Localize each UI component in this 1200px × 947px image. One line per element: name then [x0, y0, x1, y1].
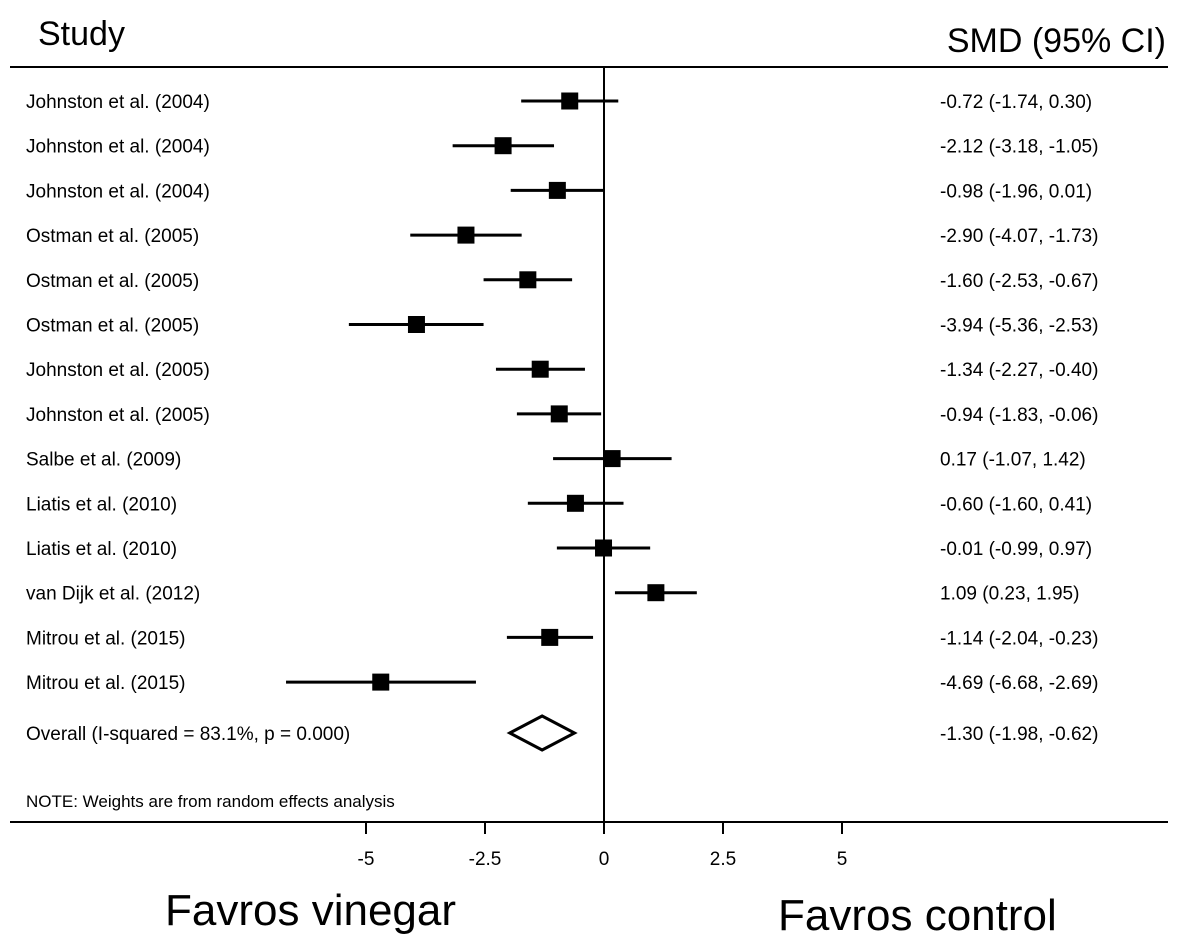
ci-text: -2.12 (-3.18, -1.05) — [940, 137, 1098, 158]
effect-column-header: SMD (95% CI) — [947, 22, 1166, 60]
point-estimate-square — [550, 405, 568, 423]
study-label: Ostman et al. (2005) — [26, 316, 199, 337]
point-estimate-square — [548, 181, 566, 199]
ci-text: -0.72 (-1.74, 0.30) — [940, 92, 1092, 113]
study-label: Salbe et al. (2009) — [26, 450, 181, 471]
favors-vinegar-label: Favros vinegar — [165, 886, 456, 935]
point-estimate-square — [603, 450, 621, 468]
overall-row: Overall (I-squared = 83.1%, p = 0.000) -… — [26, 714, 1098, 752]
point-estimate-square — [457, 226, 475, 244]
study-label: van Dijk et al. (2012) — [26, 584, 200, 605]
ci-text: -3.94 (-5.36, -2.53) — [940, 316, 1098, 337]
study-label: Ostman et al. (2005) — [26, 271, 199, 292]
study-label: Johnston et al. (2005) — [26, 360, 210, 381]
x-tick-label: 0 — [599, 849, 610, 870]
weights-note: NOTE: Weights are from random effects an… — [26, 792, 395, 811]
point-estimate-square — [541, 628, 559, 646]
ci-text: -4.69 (-6.68, -2.69) — [940, 673, 1098, 694]
study-label: Ostman et al. (2005) — [26, 226, 199, 247]
overall-diamond — [506, 714, 578, 752]
x-tick-label: -5 — [358, 849, 375, 870]
study-label: Johnston et al. (2004) — [26, 181, 210, 202]
study-label: Johnston et al. (2005) — [26, 405, 210, 426]
point-estimate-square — [595, 539, 613, 557]
point-estimate-square — [561, 92, 579, 110]
ci-text: -1.14 (-2.04, -0.23) — [940, 628, 1098, 649]
point-estimate-square — [647, 584, 665, 602]
study-column-header: Study — [38, 15, 125, 53]
study-rows: Johnston et al. (2004) -0.72 (-1.74, 0.30… — [26, 92, 1098, 694]
ci-text: -1.34 (-2.27, -0.40) — [940, 360, 1098, 381]
point-estimate-square — [372, 673, 390, 691]
study-label: Liatis et al. (2010) — [26, 494, 177, 515]
point-estimate-square — [566, 494, 584, 512]
point-estimate-square — [531, 360, 549, 378]
study-label: Liatis et al. (2010) — [26, 539, 177, 560]
x-tick-label: 5 — [837, 849, 848, 870]
study-label: Mitrou et al. (2015) — [26, 673, 185, 694]
study-label: Johnston et al. (2004) — [26, 137, 210, 158]
overall-label: Overall (I-squared = 83.1%, p = 0.000) — [26, 724, 350, 745]
favors-control-label: Favros control — [778, 891, 1057, 940]
point-estimate-square — [519, 271, 537, 289]
ci-text: -0.01 (-0.99, 0.97) — [940, 539, 1092, 560]
ci-text: 1.09 (0.23, 1.95) — [940, 584, 1079, 605]
study-label: Johnston et al. (2004) — [26, 92, 210, 113]
point-estimate-square — [494, 137, 512, 155]
ci-text: 0.17 (-1.07, 1.42) — [940, 450, 1086, 471]
ci-text: -1.60 (-2.53, -0.67) — [940, 271, 1098, 292]
ci-text: -0.98 (-1.96, 0.01) — [940, 181, 1092, 202]
ci-text: -2.90 (-4.07, -1.73) — [940, 226, 1098, 247]
overall-ci-text: -1.30 (-1.98, -0.62) — [940, 724, 1098, 745]
x-axis-ticks: -5 -2.5 0 2.5 5 — [358, 822, 848, 870]
study-label: Mitrou et al. (2015) — [26, 628, 185, 649]
x-tick-label: 2.5 — [710, 849, 736, 870]
point-estimate-square — [407, 316, 425, 333]
x-tick-label: -2.5 — [469, 849, 502, 870]
ci-text: -0.94 (-1.83, -0.06) — [940, 405, 1098, 426]
ci-text: -0.60 (-1.60, 0.41) — [940, 494, 1092, 515]
